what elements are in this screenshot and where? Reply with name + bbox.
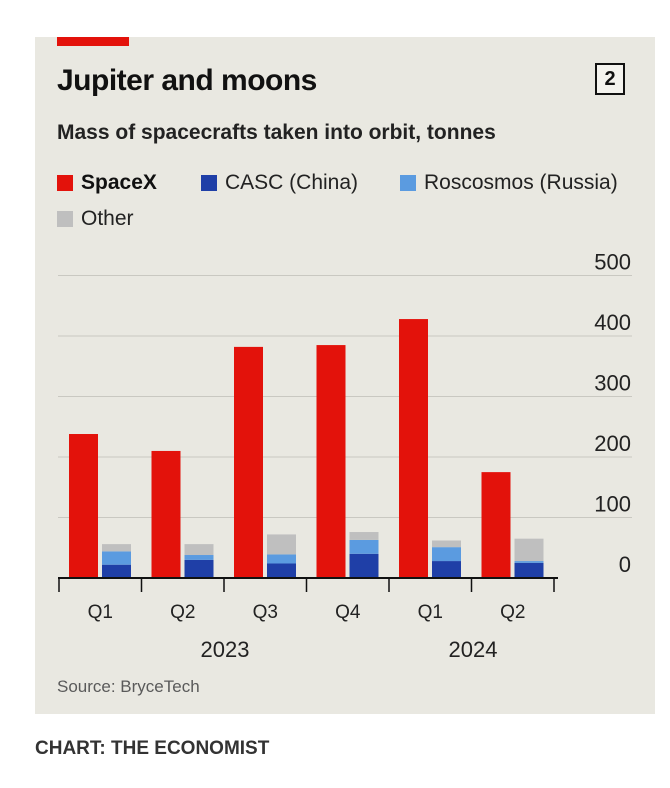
legend-label-roscosmos: Roscosmos (Russia): [424, 171, 618, 194]
legend-swatch-roscosmos: [400, 175, 416, 191]
bar-other-1: [102, 544, 131, 552]
bar-roscosmos-1: [102, 551, 131, 565]
bar-other-2: [184, 544, 214, 556]
bar-spacex-3: [234, 346, 263, 578]
bar-spacex-5: [399, 319, 428, 578]
x-group-label-2024: 2024: [449, 637, 498, 662]
chart-number-badge: 2: [595, 63, 625, 95]
bar-roscosmos-4: [349, 539, 379, 554]
x-tick-label-3: Q3: [253, 602, 278, 623]
x-tick-label-2: Q2: [170, 602, 195, 623]
x-tick-label-5: Q1: [418, 602, 443, 623]
bar-roscosmos-5: [432, 547, 461, 562]
bar-other-3: [267, 534, 296, 555]
legend-swatch-casc: [201, 175, 217, 191]
legend-item-roscosmos: Roscosmos (Russia): [400, 171, 618, 195]
y-tick-label-0: 0: [619, 552, 631, 577]
bar-casc-4: [349, 553, 379, 578]
legend-label-other: Other: [81, 207, 134, 230]
legend-item-casc: CASC (China): [201, 171, 358, 195]
legend-swatch-other: [57, 211, 73, 227]
source-note: Source: BryceTech: [57, 677, 200, 696]
legend-swatch-spacex: [57, 175, 73, 191]
bar-other-6: [514, 538, 544, 562]
x-tick-label-4: Q4: [335, 602, 361, 623]
bar-casc-6: [514, 562, 544, 578]
x-tick-label-1: Q1: [88, 602, 113, 623]
y-tick-label-400: 400: [594, 310, 631, 335]
legend-label-casc: CASC (China): [225, 171, 359, 194]
bar-casc-5: [432, 561, 461, 578]
legend-label-spacex: SpaceX: [81, 171, 157, 194]
bar-roscosmos-6: [514, 561, 544, 563]
bar-other-5: [432, 540, 461, 548]
bar-spacex-1: [69, 434, 98, 578]
bar-spacex-2: [151, 450, 181, 578]
bar-other-4: [349, 532, 379, 540]
bar-roscosmos-2: [184, 555, 214, 560]
bar-casc-1: [102, 564, 131, 578]
y-tick-label-300: 300: [594, 371, 631, 396]
chart-credit: CHART: THE ECONOMIST: [35, 738, 270, 759]
bar-casc-2: [184, 559, 214, 578]
legend-item-spacex: SpaceX: [57, 171, 157, 195]
legend-item-other: Other: [57, 207, 134, 231]
x-group-label-2023: 2023: [201, 637, 250, 662]
y-tick-label-200: 200: [594, 431, 631, 456]
bar-spacex-6: [481, 472, 511, 578]
y-tick-label-500: 500: [594, 250, 631, 275]
chart-title: Jupiter and moons: [57, 64, 317, 97]
bar-spacex-4: [316, 345, 346, 578]
bar-roscosmos-3: [267, 554, 296, 564]
brand-red-tab: [57, 37, 129, 46]
chart-subtitle: Mass of spacecrafts taken into orbit, to…: [57, 121, 496, 144]
x-tick-label-6: Q2: [500, 602, 525, 623]
y-tick-label-100: 100: [594, 492, 631, 517]
bar-casc-3: [267, 563, 296, 578]
